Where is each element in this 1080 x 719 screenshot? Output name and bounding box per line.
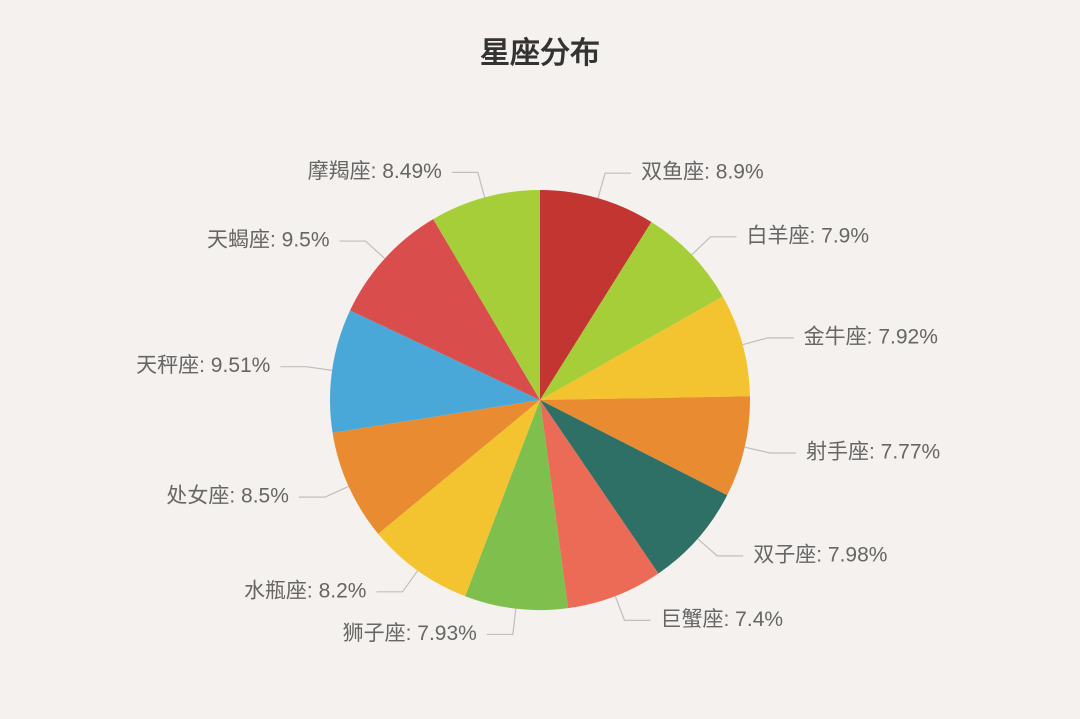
leader-line [299,486,349,497]
leader-line [615,596,650,620]
slice-label: 处女座: 8.5% [166,485,289,508]
leader-line [698,539,744,556]
leader-line [743,338,794,345]
leader-line [487,609,516,635]
slice-label: 双鱼座: 8.9% [641,161,764,184]
slice-label: 天蝎座: 9.5% [207,229,330,252]
slice-label: 狮子座: 7.93% [343,622,477,645]
leader-line [598,173,631,198]
leader-line [452,172,485,197]
leader-line [376,571,417,592]
slice-label: 金牛座: 7.92% [804,325,938,348]
slice-label: 巨蟹座: 7.4% [661,608,784,631]
slice-label: 水瓶座: 8.2% [244,579,367,602]
slice-label: 射手座: 7.77% [806,441,940,464]
chart-title: 星座分布 [0,28,1080,72]
leader-line [745,447,796,453]
slice-label: 双子座: 7.98% [753,543,887,566]
leader-line [340,241,385,259]
slice-label: 摩羯座: 8.49% [308,160,442,183]
slice-label: 天秤座: 9.51% [136,354,270,377]
slice-label: 白羊座: 7.9% [747,224,870,247]
pie-chart: 双鱼座: 8.9% 白羊座: 7.9% 金牛座: 7.92% 射手座: 7.77% 双子… [0,0,1080,719]
leader-line [692,237,737,255]
leader-line [280,367,332,371]
